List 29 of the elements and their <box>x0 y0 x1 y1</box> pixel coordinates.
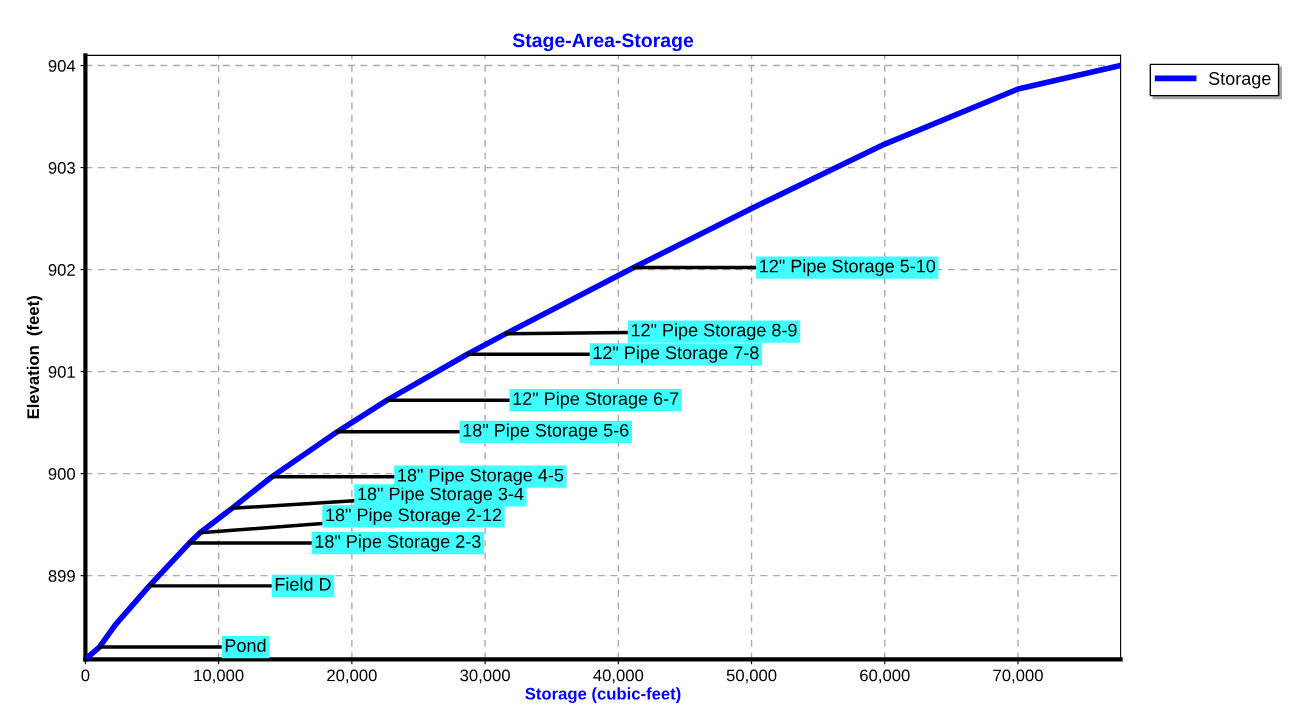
annotation: 18" Pipe Storage 5-6 <box>463 423 629 441</box>
annotation: 18" Pipe Storage 3-4 <box>358 486 524 504</box>
y-tick-label: 899 <box>48 570 75 582</box>
x-tick-label: 50,000 <box>726 669 777 684</box>
y-tick-label: 901 <box>48 366 75 378</box>
x-tick-label: 40,000 <box>593 669 644 684</box>
x-tick-label: 0 <box>81 669 90 682</box>
annotation: 12" Pipe Storage 5-10 <box>760 259 936 276</box>
annotation: 18" Pipe Storage 2-3 <box>315 534 481 552</box>
legend-label: Storage <box>1208 72 1271 89</box>
annotation: 12" Pipe Storage 8-9 <box>631 323 797 341</box>
annotation: 12" Pipe Storage 6-7 <box>513 391 679 409</box>
x-tick-label: 70,000 <box>993 669 1043 684</box>
x-tick-label: 20,000 <box>327 669 377 684</box>
y-tick-label: 903 <box>48 161 75 174</box>
annotation: 18" Pipe Storage 2-12 <box>326 508 502 525</box>
annotation: 18" Pipe Storage 4-5 <box>398 468 564 486</box>
annotation: 12" Pipe Storage 7-8 <box>593 345 759 363</box>
x-tick-label: 30,000 <box>460 669 510 684</box>
y-tick-label: 902 <box>48 264 75 276</box>
annotation: Field D <box>275 577 331 591</box>
y-axis-title: Elevation (feet) <box>26 296 43 419</box>
x-tick-label: 10,000 <box>194 669 244 684</box>
x-tick-label: 60,000 <box>860 669 910 684</box>
y-tick-label: 900 <box>48 468 76 480</box>
annotation: Pond <box>225 638 266 652</box>
y-tick-label: 904 <box>48 59 76 72</box>
chart-title: Stage-Area-Storage <box>512 33 694 52</box>
x-axis-title: Storage (cubic-feet) <box>525 687 681 703</box>
